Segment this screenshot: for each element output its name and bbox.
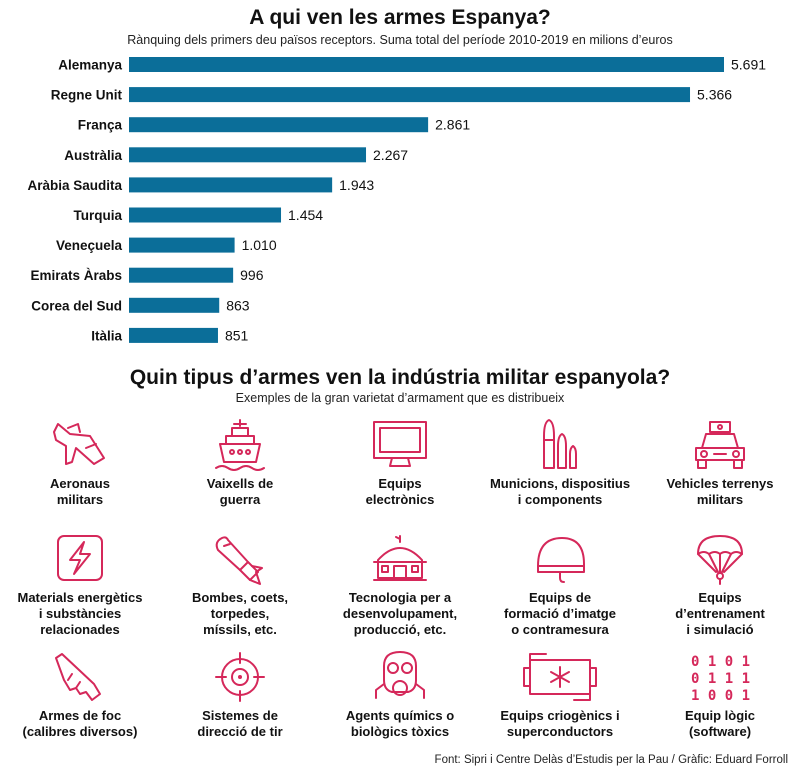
category-label: França bbox=[78, 118, 123, 133]
bar bbox=[129, 237, 235, 253]
binary-row: 1 0 0 1 bbox=[691, 688, 750, 704]
crosshair-icon bbox=[215, 652, 265, 702]
rifle-icon bbox=[55, 653, 101, 701]
bar bbox=[129, 87, 691, 103]
binary-row: 0 1 0 1 bbox=[691, 654, 750, 670]
weapon-item-aircraft: Aeronaus militars bbox=[0, 418, 160, 508]
chart-title: A qui ven les armes Espanya? bbox=[249, 6, 551, 29]
bar-chart: Alemanya 5.691 Regne Unit 5.366 França 2.861 A… bbox=[27, 57, 766, 344]
category-label: Aràbia Saudita bbox=[27, 178, 122, 193]
bomb-icon bbox=[215, 536, 263, 585]
category-label: Corea del Sud bbox=[31, 298, 122, 313]
bar bbox=[129, 147, 367, 163]
category-label: Regne Unit bbox=[51, 88, 123, 103]
monitor-icon bbox=[373, 421, 427, 467]
military-jet-icon bbox=[53, 423, 105, 465]
weapon-label: Equips de formació d’imatge o contramesu… bbox=[504, 590, 616, 637]
category-label: Emirats Àrabs bbox=[30, 268, 122, 283]
weapon-item-fire-control: Sistemes de direcció de tir bbox=[160, 650, 320, 740]
value-label: 5.366 bbox=[697, 87, 732, 103]
category-label: Itàlia bbox=[91, 328, 122, 343]
weapon-label: Vaixells de guerra bbox=[206, 476, 274, 507]
value-label: 2.267 bbox=[373, 147, 408, 163]
bar bbox=[129, 177, 333, 193]
warship-icon bbox=[215, 419, 265, 471]
weapon-label: Vehicles terrenys militars bbox=[666, 476, 774, 507]
weapon-item-cryogenic: Equips criogènics i superconductors bbox=[480, 650, 640, 740]
value-label: 1.943 bbox=[339, 177, 374, 193]
value-label: 1.454 bbox=[288, 207, 323, 223]
ammunition-icon bbox=[543, 419, 577, 469]
weapon-label: Equips d’entrenament i simulació bbox=[675, 590, 765, 637]
parachute-icon bbox=[697, 535, 743, 585]
cryogenic-icon bbox=[523, 653, 597, 701]
weapon-label: Municions, dispositius i components bbox=[489, 476, 631, 507]
source-credit: Font: Sipri i Centre Delàs d’Estudis per… bbox=[434, 754, 788, 766]
weapon-item-chemical: Agents químics o biològics tòxics bbox=[320, 650, 480, 740]
bar bbox=[129, 297, 220, 313]
category-label: Alemanya bbox=[58, 58, 122, 73]
weapon-item-vehicles: Vehicles terrenys militars bbox=[640, 418, 800, 508]
bar bbox=[129, 117, 429, 133]
weapon-item-firearms: Armes de foc (calibres diversos) bbox=[0, 650, 160, 740]
weapon-item-warship: Vaixells de guerra bbox=[160, 418, 320, 508]
weapon-label: Equips electrònics bbox=[365, 476, 435, 507]
bar bbox=[129, 207, 282, 223]
value-label: 851 bbox=[225, 327, 249, 343]
value-label: 996 bbox=[240, 267, 264, 283]
bar bbox=[129, 267, 234, 283]
weapon-label: Aeronaus militars bbox=[50, 476, 110, 507]
factory-icon bbox=[373, 535, 427, 581]
helmet-icon bbox=[537, 537, 585, 583]
weapon-label: Tecnologia per a desenvolupament, produc… bbox=[342, 590, 458, 637]
weapon-item-electronics: Equips electrònics bbox=[320, 418, 480, 508]
weapon-item-bombs: Bombes, coets, torpedes, míssils, etc. bbox=[160, 532, 320, 638]
weapon-item-training: Equips d’entrenament i simulació bbox=[640, 532, 800, 638]
military-vehicle-icon bbox=[695, 421, 745, 469]
weapon-label: Equips criogènics i superconductors bbox=[500, 708, 620, 739]
value-label: 2.861 bbox=[435, 117, 470, 133]
bar bbox=[129, 57, 724, 72]
weapon-item-ammunition: Municions, dispositius i components bbox=[480, 418, 640, 508]
weapon-label: Armes de foc (calibres diversos) bbox=[22, 708, 138, 739]
weapon-label: Agents químics o biològics tòxics bbox=[345, 708, 455, 739]
lightning-icon bbox=[57, 535, 103, 581]
category-label: Austràlia bbox=[64, 148, 122, 163]
weapon-label: Equip lògic (software) bbox=[684, 708, 756, 739]
weapon-item-imaging: Equips de formació d’imatge o contramesu… bbox=[480, 532, 640, 638]
binary-row: 0 1 1 1 bbox=[691, 671, 750, 687]
category-label: Veneçuela bbox=[56, 238, 123, 253]
weapon-label: Bombes, coets, torpedes, míssils, etc. bbox=[191, 590, 289, 637]
bar bbox=[129, 327, 218, 343]
category-label: Turquia bbox=[74, 208, 123, 223]
value-label: 1.010 bbox=[242, 237, 277, 253]
weapons-subtitle: Exemples de la gran varietat d’armament … bbox=[235, 391, 565, 405]
chart-subtitle: Rànquing dels primers deu països recepto… bbox=[127, 33, 673, 47]
binary-code-icon: 0 1 0 1 0 1 1 1 1 0 0 1 bbox=[691, 654, 750, 704]
weapons-title: Quin tipus d’armes ven la indústria mili… bbox=[129, 366, 671, 389]
weapon-label: Sistemes de direcció de tir bbox=[197, 708, 283, 739]
weapon-item-software: 0 1 0 1 0 1 1 1 1 0 0 1 Equip lògic (sof… bbox=[640, 650, 800, 740]
weapon-item-energetic: Materials energètics i substàncies relac… bbox=[0, 532, 160, 638]
value-label: 863 bbox=[226, 297, 250, 313]
weapon-item-technology: Tecnologia per a desenvolupament, produc… bbox=[320, 532, 480, 638]
value-label: 5.691 bbox=[731, 57, 766, 73]
gas-mask-icon bbox=[375, 651, 425, 699]
weapon-label: Materials energètics i substàncies relac… bbox=[17, 590, 143, 637]
